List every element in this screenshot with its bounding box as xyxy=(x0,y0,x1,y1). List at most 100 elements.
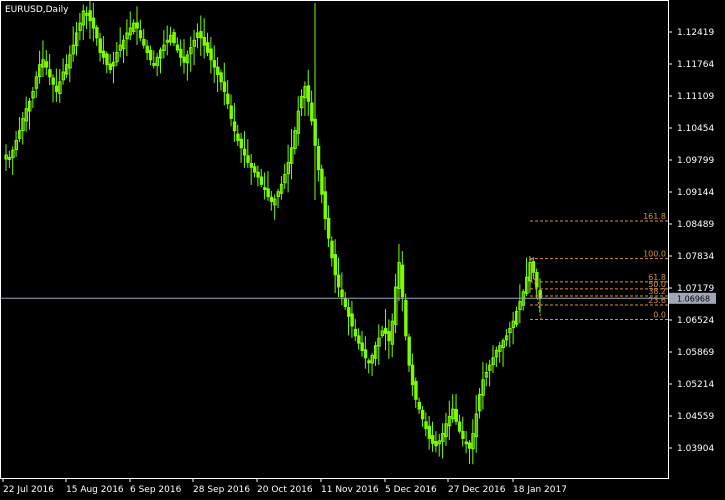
current-price-tag: 1.06968 xyxy=(669,292,716,304)
symbol-label: EURUSD,Daily xyxy=(5,5,69,15)
time-tick-label: 27 Dec 2016 xyxy=(448,485,506,495)
price-tick-label: 1.11764 xyxy=(677,60,714,70)
candle-body xyxy=(206,42,210,53)
candle-body xyxy=(101,50,106,58)
candle-body xyxy=(508,328,512,334)
time-tick-label: 15 Aug 2016 xyxy=(66,485,124,495)
fib-level-label: 0.0 xyxy=(653,310,666,319)
candle-body xyxy=(135,22,139,29)
candle-body xyxy=(323,191,327,220)
fib-level-label: 23.6 xyxy=(648,296,666,305)
price-axis: 1.12419 1.11764 1.11109 1.10454 1.09799 1.091… xyxy=(668,28,714,454)
candle-body xyxy=(427,425,432,439)
candle-body xyxy=(263,187,267,191)
candle-body xyxy=(242,148,247,156)
candle-body xyxy=(535,272,539,288)
candle-body xyxy=(54,85,59,93)
candle-body xyxy=(444,423,448,437)
candle-body xyxy=(148,49,153,61)
candle-body xyxy=(192,39,196,47)
candle-body xyxy=(538,289,542,299)
fib-level-label: 61.8 xyxy=(648,273,666,282)
candle-body xyxy=(481,379,485,396)
fib-level-label: 50.0 xyxy=(648,280,666,289)
candle-body xyxy=(172,32,176,44)
candle-body xyxy=(501,340,505,349)
candle-body xyxy=(249,163,254,168)
candle-body xyxy=(58,81,62,94)
candle-body xyxy=(528,262,532,282)
fibonacci-retracement[interactable]: 161.8 100.0 61.850.038.223.6 0.0 xyxy=(530,212,668,320)
candle-body xyxy=(14,139,18,151)
candle-body xyxy=(145,45,149,53)
candle-body xyxy=(471,433,475,450)
candle-body xyxy=(488,364,492,371)
candle-body xyxy=(95,27,99,39)
candle-body xyxy=(514,310,519,325)
candle-body xyxy=(336,274,341,288)
candle-body xyxy=(88,10,92,22)
candle-body xyxy=(182,56,186,63)
candle-body xyxy=(424,421,428,430)
price-tick-label: 1.05214 xyxy=(677,380,714,390)
candle-body xyxy=(300,95,304,109)
candle-body xyxy=(491,357,495,366)
candle-body xyxy=(24,108,29,122)
candle-body xyxy=(303,86,307,99)
candle-body xyxy=(48,69,52,78)
candle-body xyxy=(11,149,15,158)
candle-body xyxy=(316,146,321,171)
candle-body xyxy=(138,30,143,39)
candle-body xyxy=(293,130,297,149)
candle-body xyxy=(256,171,260,178)
candle-body xyxy=(360,342,364,351)
candle-body xyxy=(478,393,482,412)
candle-body xyxy=(340,289,344,298)
time-tick-label: 11 Nov 2016 xyxy=(321,485,379,495)
candle-body xyxy=(518,301,522,311)
candle-body xyxy=(34,76,39,89)
candle-body xyxy=(310,102,314,122)
candle-body xyxy=(407,336,411,366)
candle-body xyxy=(179,48,183,58)
candle-body xyxy=(441,433,445,442)
candle-body xyxy=(4,154,8,160)
candle-body xyxy=(253,166,257,173)
price-tick-label: 1.10454 xyxy=(677,124,714,134)
candle-body xyxy=(498,345,502,352)
fib-level-label: 38.2 xyxy=(648,287,666,296)
candle-body xyxy=(397,262,401,289)
candle-body xyxy=(61,71,65,81)
candle-body xyxy=(158,49,163,59)
candle-body xyxy=(68,54,72,69)
fib-level-label: 161.8 xyxy=(643,212,666,221)
candle-body xyxy=(91,17,96,29)
candle-body xyxy=(108,63,113,71)
price-tick-label: 1.09144 xyxy=(677,188,714,198)
candle-body xyxy=(175,44,180,51)
candle-body xyxy=(202,36,207,46)
candle-body xyxy=(41,59,45,68)
candle-body xyxy=(78,22,82,31)
candle-body xyxy=(28,100,32,112)
candle-body xyxy=(410,364,415,386)
current-price-label: 1.06968 xyxy=(677,294,710,303)
time-tick-label: 5 Dec 2016 xyxy=(385,485,437,495)
candles-group xyxy=(4,0,542,465)
candle-body xyxy=(81,10,86,26)
candle-body xyxy=(64,64,69,75)
candle-body xyxy=(326,217,331,239)
candle-body xyxy=(414,380,418,400)
candle-body xyxy=(494,349,499,358)
candle-body xyxy=(420,409,425,420)
candle-body xyxy=(283,174,287,184)
candle-body xyxy=(259,176,264,185)
candle-body xyxy=(373,345,378,359)
price-tick-label: 1.12419 xyxy=(677,28,714,38)
time-tick-label: 20 Oct 2016 xyxy=(257,485,313,495)
candle-body xyxy=(195,32,200,38)
candle-body xyxy=(266,188,270,198)
candle-body xyxy=(363,349,368,359)
candle-body xyxy=(357,335,361,344)
